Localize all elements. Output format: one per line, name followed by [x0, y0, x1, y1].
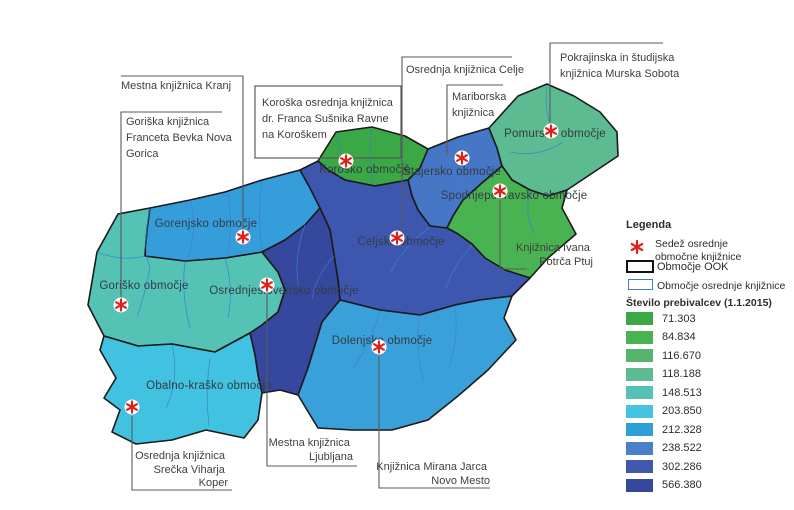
region-label-spodnjepodravsko: Spodnjepodravsko območje — [441, 190, 588, 202]
callout-nova-gorica-leader — [120, 111, 222, 297]
callout-kranj-text: Mestna knjižnica Kranj — [121, 80, 231, 92]
callout-murska-sobota-leader — [549, 42, 663, 122]
region-label-gorisko: Goriško območje — [99, 280, 188, 292]
seat-marker-stajersko — [453, 149, 471, 167]
region-label-gorenjsko: Gorenjsko območje — [155, 218, 257, 230]
region-dolenjsko[interactable] — [297, 295, 517, 431]
callout-koper-leader — [131, 416, 232, 491]
callout-ravne-text: Koroška osrednja knjižnica dr. Franca Su… — [262, 97, 396, 141]
callout-celje-leader — [401, 56, 512, 230]
callout-ravne-box — [254, 85, 402, 159]
callout-novo-mesto-text: Knjižnica Mirana Jarca Novo Mesto — [376, 461, 490, 487]
municipal-boundaries — [96, 84, 564, 427]
callout-maribor-leader — [446, 84, 503, 155]
callout-novo-mesto-leader — [378, 356, 490, 489]
callout-ptuj-text: Knjižnica Ivana Potrča Ptuj — [516, 242, 593, 268]
callout-murska-sobota-text: Pokrajinska in študijska knjižnica Mursk… — [560, 52, 680, 80]
seat-marker-gorenjsko — [234, 228, 252, 246]
callout-ljubljana-text: Mestna knjižnica Ljubljana — [269, 437, 354, 463]
callout-maribor-text: Mariborska knjižnica — [452, 91, 509, 119]
seat-marker-pomursko — [542, 122, 560, 140]
callout-kranj-leader — [121, 75, 244, 229]
seat-marker-obalno-krasko — [123, 398, 141, 416]
callout-celje-text: Osrednja knjižnica Celje — [406, 64, 524, 76]
callout-nova-gorica-text: Goriška knjižnica Franceta Bevka Nova Go… — [126, 116, 235, 160]
region-label-obalno-krasko: Obalno-kraško območje — [146, 380, 272, 392]
seat-marker-spodnjepodravsko — [491, 182, 509, 200]
region-label-korosko: Koroško območje — [319, 164, 411, 176]
seat-marker-korosko — [337, 152, 355, 170]
region-obalno-krasko[interactable] — [99, 332, 263, 445]
callout-koper-text: Osrednja knjižnica Srečka Viharja Koper — [135, 450, 228, 489]
seat-marker-osrednjeslovensko — [258, 276, 276, 294]
region-label-stajersko: Štajersko območje — [403, 165, 501, 178]
callout-ptuj-leader — [499, 200, 527, 270]
region-label-osrednjeslovensko: Osrednjeslovensko območje — [209, 285, 358, 297]
seat-marker-gorisko — [112, 296, 130, 314]
seat-marker-celjsko — [388, 229, 406, 247]
seat-marker-dolenjsko — [370, 338, 388, 356]
callout-ljubljana-leader — [266, 294, 357, 467]
